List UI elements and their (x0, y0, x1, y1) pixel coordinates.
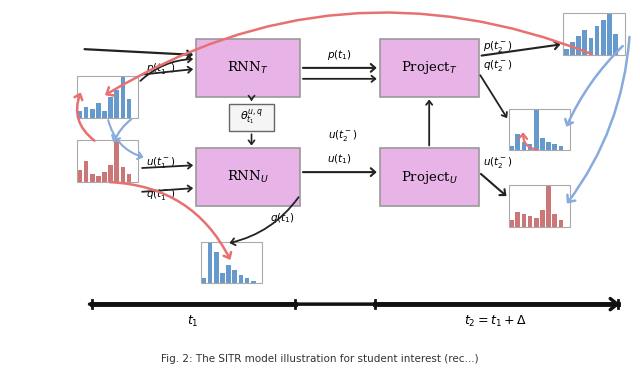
Bar (563, 13, 625, 55)
Bar (244, 278, 250, 283)
Bar (552, 214, 557, 227)
FancyBboxPatch shape (196, 148, 300, 206)
Bar (540, 210, 545, 227)
Bar (509, 146, 514, 150)
Text: Fig. 2: The SITR model illustration for student interest (rec...): Fig. 2: The SITR model illustration for … (161, 354, 479, 364)
Bar (595, 26, 600, 55)
Bar (227, 265, 231, 283)
Bar (528, 216, 532, 227)
Bar (102, 111, 107, 117)
Bar (201, 242, 262, 283)
Text: $t_1$: $t_1$ (187, 314, 199, 329)
Text: $p(t_1^-)$: $p(t_1^-)$ (147, 62, 176, 76)
Text: $u(t_2^-)$: $u(t_2^-)$ (328, 128, 358, 143)
FancyBboxPatch shape (196, 39, 300, 97)
Bar (559, 146, 563, 150)
FancyBboxPatch shape (380, 148, 479, 206)
Bar (522, 142, 526, 150)
Bar (120, 168, 125, 182)
FancyBboxPatch shape (228, 104, 275, 131)
Bar (208, 242, 212, 283)
Text: $u(t_1)$: $u(t_1)$ (328, 153, 352, 166)
Bar (202, 278, 206, 283)
Bar (509, 109, 570, 150)
Bar (522, 214, 526, 227)
Bar (515, 212, 520, 227)
Text: RNN$_T$: RNN$_T$ (227, 60, 269, 76)
Bar (570, 42, 575, 55)
Bar (509, 220, 514, 227)
Bar (77, 170, 82, 182)
Bar (232, 270, 237, 283)
Text: $q(t_1^-)$: $q(t_1^-)$ (147, 188, 176, 202)
Text: $t_2 = t_1 + \Delta$: $t_2 = t_1 + \Delta$ (464, 314, 527, 329)
Bar (515, 134, 520, 150)
Bar (220, 273, 225, 283)
Text: RNN$_U$: RNN$_U$ (227, 169, 269, 185)
Text: $u(t_1^-)$: $u(t_1^-)$ (147, 155, 176, 170)
Bar (251, 280, 255, 283)
Bar (534, 109, 539, 150)
Text: Project$_U$: Project$_U$ (401, 169, 458, 186)
Bar (564, 49, 568, 55)
Bar (120, 76, 125, 117)
FancyBboxPatch shape (380, 39, 479, 97)
Bar (77, 140, 138, 182)
Bar (547, 142, 551, 150)
Bar (607, 13, 612, 55)
Bar (102, 172, 107, 182)
Bar (90, 174, 95, 182)
Text: $q(t_1)$: $q(t_1)$ (270, 211, 295, 225)
Text: $p(t_1)$: $p(t_1)$ (328, 48, 352, 62)
Bar (540, 138, 545, 150)
Bar (613, 34, 618, 55)
Text: $u(t_2^-)$: $u(t_2^-)$ (483, 155, 513, 170)
Bar (77, 111, 82, 117)
Bar (239, 276, 243, 283)
Text: Project$_T$: Project$_T$ (401, 59, 458, 76)
Bar (96, 176, 100, 182)
Bar (115, 90, 119, 117)
Bar (214, 252, 219, 283)
Text: $q(t_2^-)$: $q(t_2^-)$ (483, 58, 513, 73)
Bar (509, 185, 570, 227)
Bar (96, 103, 100, 117)
Bar (127, 174, 131, 182)
Bar (547, 185, 551, 227)
Bar (552, 144, 557, 150)
Bar (589, 38, 593, 55)
Bar (108, 165, 113, 182)
Bar (108, 97, 113, 117)
Bar (115, 140, 119, 182)
Text: $p(t_2^-)$: $p(t_2^-)$ (483, 39, 513, 54)
Bar (90, 109, 95, 117)
Bar (576, 36, 581, 55)
Bar (601, 20, 605, 55)
Bar (127, 99, 131, 117)
Bar (84, 107, 88, 117)
Bar (77, 76, 138, 117)
Bar (559, 220, 563, 227)
Bar (528, 144, 532, 150)
Bar (84, 161, 88, 182)
Bar (582, 30, 587, 55)
Text: $\theta^{u,q}_{t_1}$: $\theta^{u,q}_{t_1}$ (240, 108, 263, 127)
Bar (534, 218, 539, 227)
